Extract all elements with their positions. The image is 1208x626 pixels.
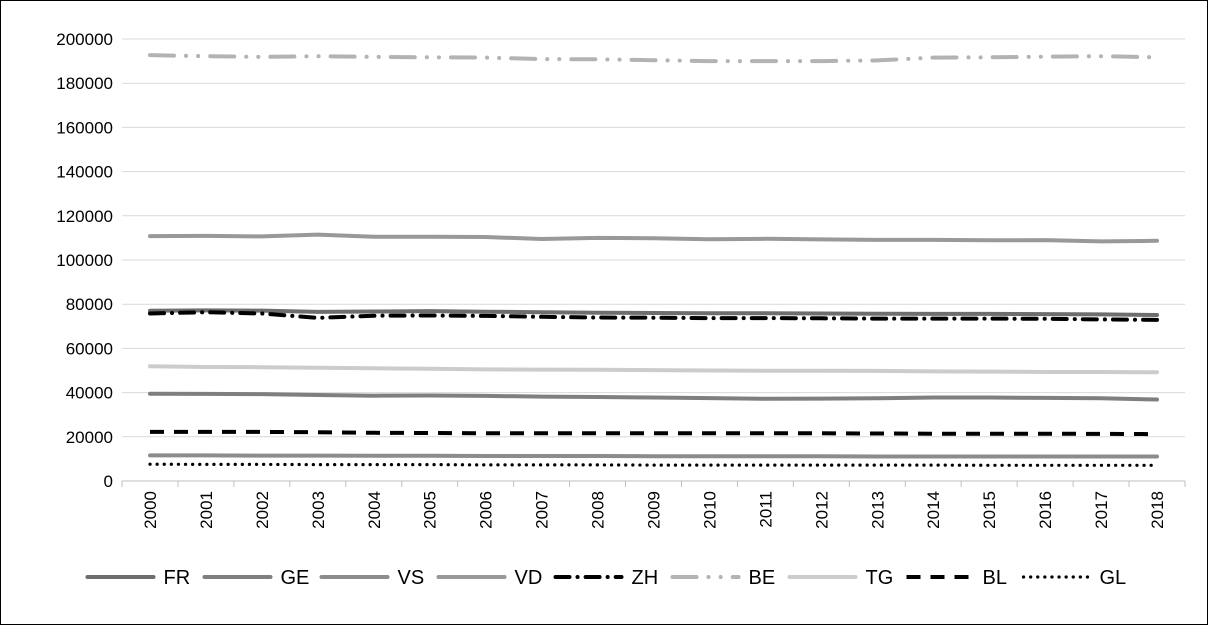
- series-line-fr: [148, 308, 1159, 317]
- legend-label-vd: VD: [515, 567, 543, 589]
- legend-label-bl: BL: [983, 567, 1007, 589]
- x-tick-label: 2004: [365, 491, 384, 529]
- x-tick-label: 2005: [421, 491, 440, 529]
- x-tick-label: 2001: [197, 491, 216, 529]
- legend-label-vs: VS: [398, 567, 425, 589]
- legend-label-tg: TG: [866, 567, 894, 589]
- legend-label-zh: ZH: [632, 567, 659, 589]
- y-tick-label: 160000: [56, 118, 113, 137]
- y-tick-label: 100000: [56, 251, 113, 270]
- y-tick-label: 120000: [56, 207, 113, 226]
- series-line-tg: [148, 364, 1159, 375]
- series-line-gl: [148, 462, 1159, 467]
- series-line-be: [148, 53, 1159, 64]
- x-tick-label: 2011: [756, 491, 775, 528]
- y-tick-label: 0: [104, 472, 113, 491]
- series-line-ge: [148, 391, 1159, 402]
- gridlines: [122, 38, 1185, 438]
- x-axis-tick-labels: 2000 2001 2002 2003 2004 2005 2006 2007 2008 2009…: [141, 491, 1167, 529]
- x-tick-label: 2007: [533, 491, 552, 529]
- x-tick-label: 2010: [700, 491, 719, 529]
- x-tick-label: 2000: [141, 491, 160, 529]
- x-tick-label: 2006: [477, 491, 496, 529]
- legend-label-gl: GL: [1100, 567, 1127, 589]
- y-tick-label: 80000: [66, 295, 113, 314]
- y-tick-label: 180000: [56, 74, 113, 93]
- x-tick-label: 2012: [812, 491, 831, 529]
- x-tick-label: 2017: [1092, 491, 1111, 529]
- x-tick-label: 2013: [868, 491, 887, 529]
- series-lines: [148, 53, 1159, 467]
- y-tick-label: 140000: [56, 163, 113, 182]
- series-line-bl: [150, 429, 1158, 437]
- y-tick-label: 40000: [66, 384, 113, 403]
- x-tick-label: 2008: [589, 491, 608, 529]
- series-line-vs: [148, 453, 1159, 459]
- y-tick-label: 200000: [56, 30, 113, 49]
- legend-label-fr: FR: [164, 567, 191, 589]
- y-tick-label: 20000: [66, 428, 113, 447]
- axes: [121, 480, 1186, 487]
- series-line-vd: [148, 232, 1159, 244]
- legend-label-be: BE: [749, 567, 776, 589]
- x-tick-label: 2002: [253, 491, 272, 529]
- x-tick-label: 2015: [980, 491, 999, 529]
- y-axis-tick-labels: 0 20000 40000 60000 80000 100000 120000 140000 1…: [56, 30, 113, 491]
- legend: FR GE VS VD ZH BE TG BL GL: [85, 567, 1127, 589]
- x-tick-label: 2009: [645, 491, 664, 529]
- legend-label-ge: GE: [281, 567, 310, 589]
- x-tick-label: 2016: [1036, 491, 1055, 529]
- x-tick-label: 2018: [1148, 491, 1167, 529]
- x-tick-label: 2003: [309, 491, 328, 529]
- x-tick-label: 2014: [924, 491, 943, 529]
- series-line-zh: [148, 310, 1159, 322]
- y-tick-label: 60000: [66, 339, 113, 358]
